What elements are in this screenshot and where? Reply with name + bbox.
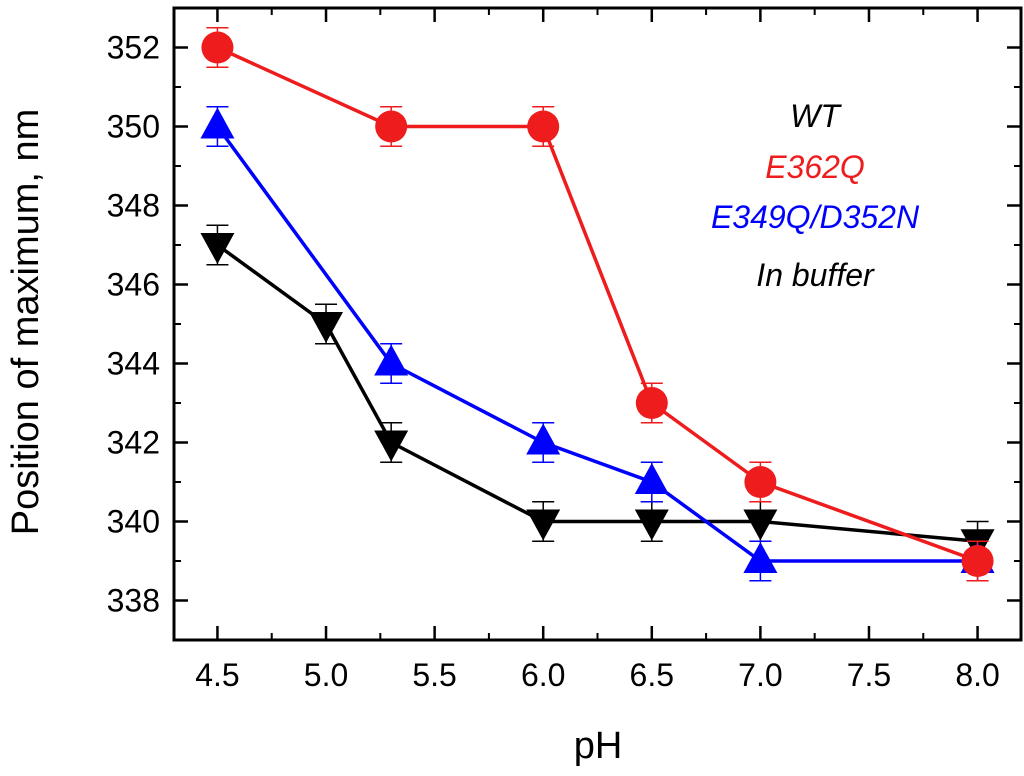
x-tick-label: 6.0 bbox=[521, 657, 565, 693]
data-point bbox=[527, 110, 560, 143]
y-axis-title: Position of maximum, nm bbox=[5, 109, 47, 536]
legend-entry-in-buffer: In buffer bbox=[756, 257, 875, 293]
data-point bbox=[526, 423, 561, 455]
plot-frame bbox=[172, 6, 1023, 642]
data-point bbox=[634, 509, 669, 541]
x-tick-label: 5.0 bbox=[304, 657, 348, 693]
data-point bbox=[743, 509, 778, 541]
plot-frame-group bbox=[172, 6, 1023, 642]
x-tick-label: 7.0 bbox=[738, 657, 782, 693]
legend-entry-wt: WT bbox=[790, 98, 842, 134]
y-tick-label: 350 bbox=[107, 109, 160, 145]
y-tick-label: 346 bbox=[107, 267, 160, 303]
data-point bbox=[743, 542, 778, 573]
data-point bbox=[374, 344, 409, 376]
ticks-group: 4.5 5.0 5.5 6.0 6.5 7.0 7.5 8.0 338 340 342 344 346 3… bbox=[107, 8, 1021, 693]
series-e362q bbox=[201, 27, 994, 582]
data-point bbox=[200, 233, 235, 264]
legend-entry-e362q: E362Q bbox=[765, 149, 865, 185]
x-tick-label: 4.5 bbox=[195, 657, 239, 693]
series-group bbox=[200, 27, 995, 582]
y-tick-label: 340 bbox=[107, 504, 160, 540]
y-tick-label: 342 bbox=[107, 425, 160, 461]
data-point bbox=[634, 463, 669, 494]
series-line bbox=[216, 45, 979, 563]
data-point bbox=[200, 107, 235, 139]
data-point bbox=[374, 430, 409, 462]
data-point bbox=[201, 31, 234, 64]
data-point bbox=[635, 387, 668, 419]
series-e349q-d352n bbox=[200, 106, 995, 582]
x-tick-label: 8.0 bbox=[955, 657, 999, 693]
legend: WT E362Q E349Q/D352N In buffer bbox=[711, 98, 920, 293]
data-point bbox=[375, 110, 408, 143]
y-tick-label: 344 bbox=[107, 346, 160, 382]
series-in-buffer bbox=[200, 224, 995, 562]
data-point bbox=[744, 466, 777, 498]
x-tick-label: 6.5 bbox=[630, 657, 674, 693]
x-tick-label: 7.5 bbox=[847, 657, 891, 693]
y-tick-label: 348 bbox=[107, 188, 160, 224]
legend-entry-e349q-d352n: E349Q/D352N bbox=[711, 199, 920, 235]
data-point bbox=[961, 545, 994, 577]
x-axis-title: pH bbox=[574, 725, 623, 767]
x-tick-label: 5.5 bbox=[412, 657, 456, 693]
y-tick-label: 352 bbox=[107, 30, 160, 66]
series-line bbox=[216, 125, 978, 563]
data-point bbox=[309, 312, 344, 343]
y-tick-label: 338 bbox=[107, 583, 160, 619]
data-point bbox=[526, 509, 561, 541]
